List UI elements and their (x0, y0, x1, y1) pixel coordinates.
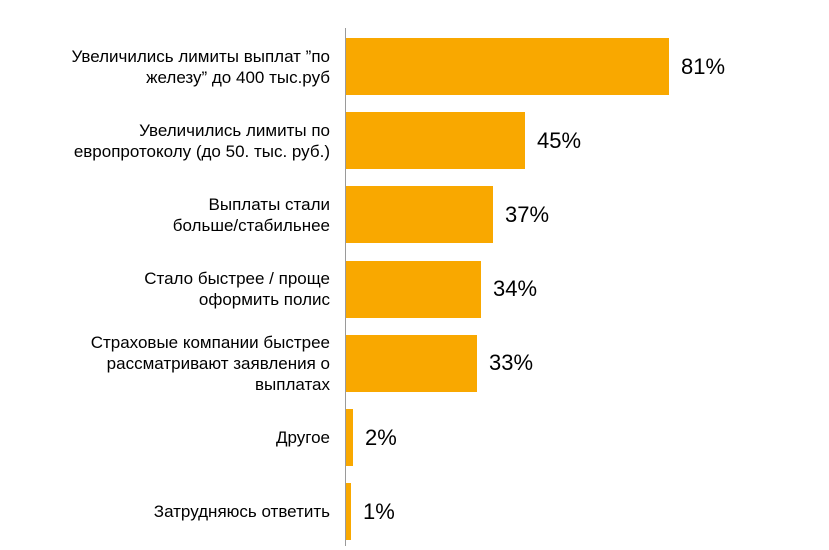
value-label-2: 45% (537, 127, 582, 153)
category-label-7: Затрудняюсь ответить (0, 475, 330, 548)
category-label-line: Увеличились лимиты выплат ”по (71, 46, 330, 66)
value-label-4: 34% (493, 276, 538, 302)
category-label-line: Затрудняюсь ответить (153, 502, 330, 522)
category-label-line: больше/стабильнее (172, 215, 330, 235)
category-label-line: оформить полис (198, 290, 330, 310)
category-label-line: железу” до 400 тыс.руб (146, 67, 330, 87)
category-label-3: Выплаты стали больше/стабильнее (0, 178, 330, 251)
category-label-line: Страховые компании быстрее (90, 332, 330, 352)
category-label-line: рассматривают заявления о (106, 353, 330, 373)
value-label-1: 81% (681, 53, 726, 79)
value-label-6: 2% (365, 424, 397, 450)
category-label-line: Увеличились лимиты по (139, 120, 330, 140)
bar-3 (346, 186, 493, 244)
value-label-3: 37% (505, 201, 550, 227)
bar-1 (346, 38, 669, 95)
value-label-5: 33% (489, 350, 534, 376)
category-label-line: европротоколу (до 50. тыс. руб.) (73, 141, 330, 161)
bar-4 (346, 260, 481, 318)
category-label-2: Увеличились лимиты по европротоколу (до 5… (0, 104, 330, 177)
category-label-line: выплатах (254, 374, 330, 394)
value-label-7: 1% (363, 498, 395, 524)
category-label-line: Выплаты стали (208, 194, 330, 214)
category-label-line: Другое (275, 428, 330, 447)
category-axis-line (345, 28, 346, 546)
category-label-6: Другое (0, 401, 330, 474)
bar-7 (346, 483, 351, 541)
bar-6 (346, 409, 353, 466)
bar-5 (346, 334, 477, 392)
category-label-4: Стало быстрее / проще оформить полис (0, 253, 330, 326)
category-label-1: Увеличились лимиты выплат ”по железу” до … (0, 30, 330, 103)
category-label-5: Страховые компании быстрее рассматривают … (0, 327, 330, 400)
category-label-line: Стало быстрее / проще (144, 269, 330, 289)
bar-2 (346, 112, 525, 170)
